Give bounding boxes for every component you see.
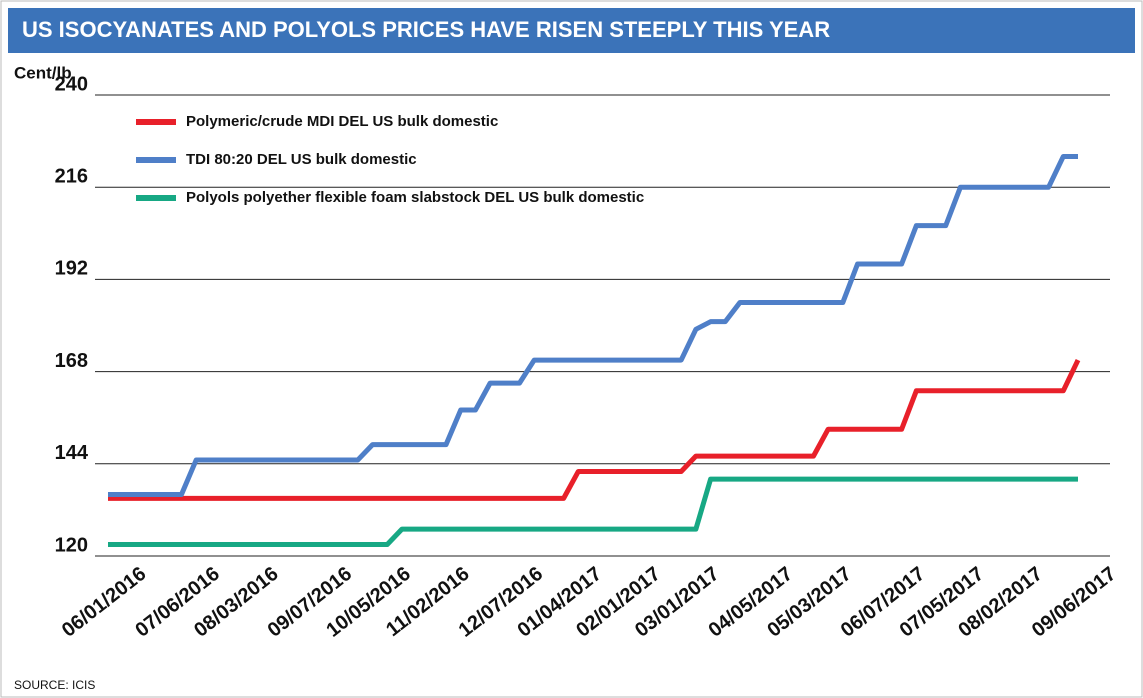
y-axis-label: Cent/lb: [14, 63, 72, 82]
line-series: [108, 476, 1078, 547]
line-series: [108, 153, 1078, 498]
y-tick-label: 144: [55, 442, 89, 464]
chart-title: US ISOCYANATES AND POLYOLS PRICES HAVE R…: [22, 17, 830, 42]
y-tick-label: 240: [55, 73, 88, 95]
legend-label: Polymeric/crude MDI DEL US bulk domestic: [186, 113, 498, 130]
legend-label: Polyols polyether flexible foam slabstoc…: [186, 189, 644, 206]
title-bar: [8, 8, 1135, 53]
line-series: [108, 358, 1081, 501]
y-tick-label: 216: [55, 165, 88, 187]
y-tick-label: 120: [55, 534, 88, 556]
legend-label: TDI 80:20 DEL US bulk domestic: [186, 151, 417, 168]
y-tick-label: 168: [55, 350, 88, 372]
source: SOURCE: ICIS: [14, 678, 95, 692]
y-tick-label: 192: [55, 258, 88, 280]
